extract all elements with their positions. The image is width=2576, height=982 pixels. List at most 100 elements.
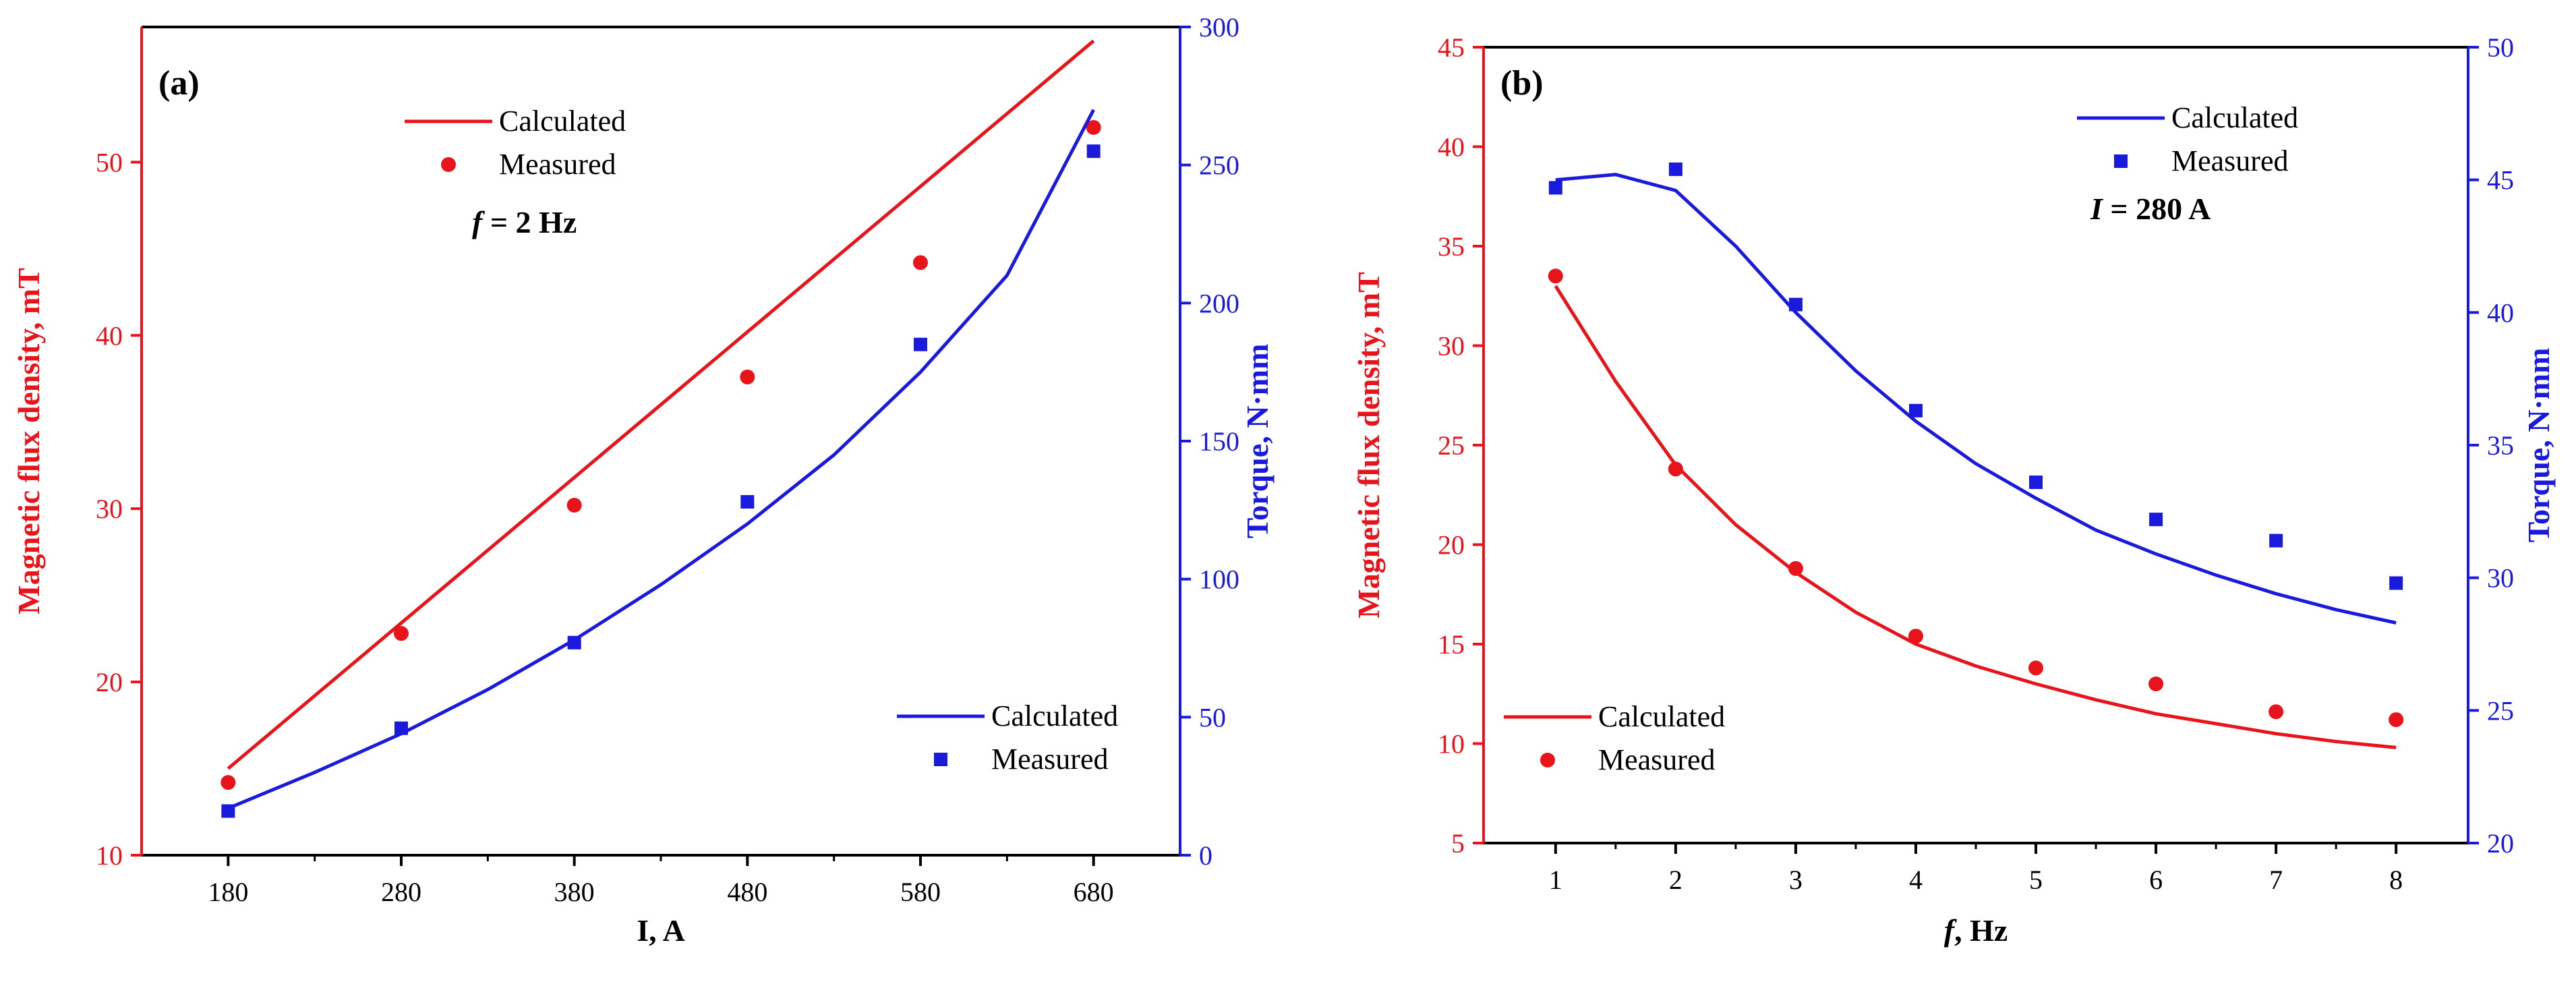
x-axis-label-var: f: [1944, 913, 1958, 948]
torque-measured-point: [1548, 181, 1562, 195]
legend-label-calculated: Calculated: [2171, 101, 2298, 134]
y-right-tick-label: 35: [2487, 430, 2514, 461]
y-left-tick-label: 20: [96, 667, 123, 697]
y-left-tick-label: 45: [1438, 32, 1465, 63]
x-tick-label: 4: [1909, 865, 1923, 895]
torque-measured-point: [914, 337, 927, 351]
legend-label-calculated: Calculated: [499, 105, 626, 138]
y-left-tick-label: 35: [1438, 231, 1465, 262]
legend-torque: Calculated Measured: [897, 699, 1118, 776]
x-axis-label: I, A: [637, 913, 685, 948]
y-right-tick-label: 50: [2487, 32, 2514, 63]
x-tick-label: 7: [2269, 865, 2283, 895]
flux-calculated-line: [1554, 285, 2397, 749]
x-tick-label: 180: [208, 877, 248, 907]
y-right-tick-label: 100: [1199, 565, 1239, 595]
torque-measured-point: [2149, 513, 2163, 527]
torque-measured-point: [394, 721, 408, 735]
flux-measured-point: [1788, 560, 1803, 576]
y-right-tick-label: 25: [2487, 695, 2514, 726]
condition-annotation-value: = 280 A: [2103, 192, 2211, 226]
x-tick-label: 1: [1549, 865, 1562, 895]
x-tick-label: 680: [1074, 877, 1114, 907]
y-right-tick-label: 50: [1199, 702, 1226, 732]
legend-torque: Calculated Measured: [2077, 101, 2298, 177]
y-left-axis-label: Magnetic flux density, mT: [11, 268, 46, 614]
legend-flux-density: Calculated Measured: [405, 105, 626, 181]
flux-measured-point: [2148, 676, 2164, 691]
flux-measured-point: [740, 369, 755, 384]
legend-label-calculated: Calculated: [1598, 700, 1725, 733]
y-right-tick-label: 20: [2487, 828, 2514, 859]
y-right-tick-label: 250: [1199, 150, 1239, 181]
torque-measured-point: [221, 804, 235, 818]
legend-marker-swatch: [441, 157, 456, 172]
y-left-tick-label: 30: [1438, 331, 1465, 362]
y-right-axis-label: Torque, N·mm: [1240, 344, 1275, 539]
x-tick-label: 380: [554, 877, 595, 907]
y-right-axis-label: Torque, N·mm: [2521, 348, 2556, 543]
x-tick-label: 280: [381, 877, 421, 907]
legend-label-measured: Measured: [499, 148, 616, 181]
y-left-tick-label: 25: [1438, 430, 1465, 461]
torque-measured-point: [567, 635, 581, 649]
condition-annotation: f = 2 Hz: [472, 205, 577, 239]
y-left-tick-label: 20: [1438, 530, 1465, 560]
flux-measured-point: [1548, 268, 1563, 284]
chart-panel-b: 1 2 3 4 5 6 7 85101520253035404520253035404550f…: [1351, 32, 2556, 948]
legend-marker-swatch: [1540, 753, 1555, 768]
legend-label-measured: Measured: [991, 743, 1109, 776]
flux-measured-point: [1908, 629, 1923, 644]
torque-measured-point: [1788, 297, 1803, 312]
condition-annotation: I = 280 A: [2090, 192, 2211, 226]
x-tick-label: 6: [2149, 865, 2163, 895]
y-left-tick-label: 40: [96, 320, 123, 351]
torque-measured-point: [1086, 144, 1101, 158]
torque-measured-point: [2269, 533, 2283, 548]
y-right-tick-label: 0: [1199, 840, 1212, 871]
legend-label-measured: Measured: [1598, 743, 1716, 776]
flux-measured-point: [221, 775, 236, 790]
y-left-tick-label: 10: [96, 840, 123, 871]
legend-label-calculated: Calculated: [991, 699, 1118, 732]
torque-measured-point: [2389, 576, 2403, 590]
x-tick-label: 3: [1789, 865, 1803, 895]
torque-measured-point: [1668, 162, 1682, 176]
x-axis-label-unit: , Hz: [1954, 913, 2008, 948]
y-right-tick-label: 200: [1199, 288, 1239, 318]
flux-measured-point: [913, 255, 928, 270]
legend-marker-swatch: [2114, 154, 2128, 168]
flux-measured-point: [1086, 120, 1101, 136]
panel-label: (a): [158, 64, 200, 103]
flux-calculated-line: [227, 39, 1095, 770]
flux-measured-point: [2268, 704, 2284, 720]
flux-measured-point: [566, 498, 582, 513]
x-tick-label: 480: [727, 877, 767, 907]
flux-measured-point: [2389, 712, 2404, 728]
y-right-tick-label: 150: [1199, 426, 1239, 457]
y-left-tick-label: 50: [96, 147, 123, 177]
chart-panel-a: 180 280 380 480 580 680 10 20 30 40 50 0 50 100 150 200…: [11, 12, 1275, 948]
flux-measured-point: [394, 626, 409, 641]
torque-calculated-line: [1555, 173, 2397, 625]
y-right-tick-label: 30: [2487, 563, 2514, 594]
condition-annotation-var: f: [472, 205, 486, 239]
torque-measured-point: [740, 495, 755, 509]
legend-flux-density: Calculated Measured: [1504, 700, 1725, 776]
x-tick-label: 5: [2029, 865, 2043, 895]
y-left-axis-label: Magnetic flux density, mT: [1351, 272, 1386, 618]
y-left-tick-label: 5: [1451, 828, 1465, 859]
x-tick-label: 2: [1669, 865, 1682, 895]
condition-annotation-value: = 2 Hz: [482, 205, 577, 239]
torque-measured-point: [2029, 475, 2043, 490]
y-left-tick-label: 10: [1438, 729, 1465, 759]
condition-annotation-var: I: [2090, 192, 2104, 226]
legend-label-measured: Measured: [2171, 144, 2289, 177]
legend-marker-swatch: [934, 753, 947, 766]
x-axis-label: f, Hz: [1944, 913, 2008, 948]
x-tick-label: 8: [2389, 865, 2403, 895]
x-tick-label: 580: [900, 877, 941, 907]
flux-measured-point: [2028, 660, 2044, 676]
y-left-tick-label: 15: [1438, 629, 1465, 660]
